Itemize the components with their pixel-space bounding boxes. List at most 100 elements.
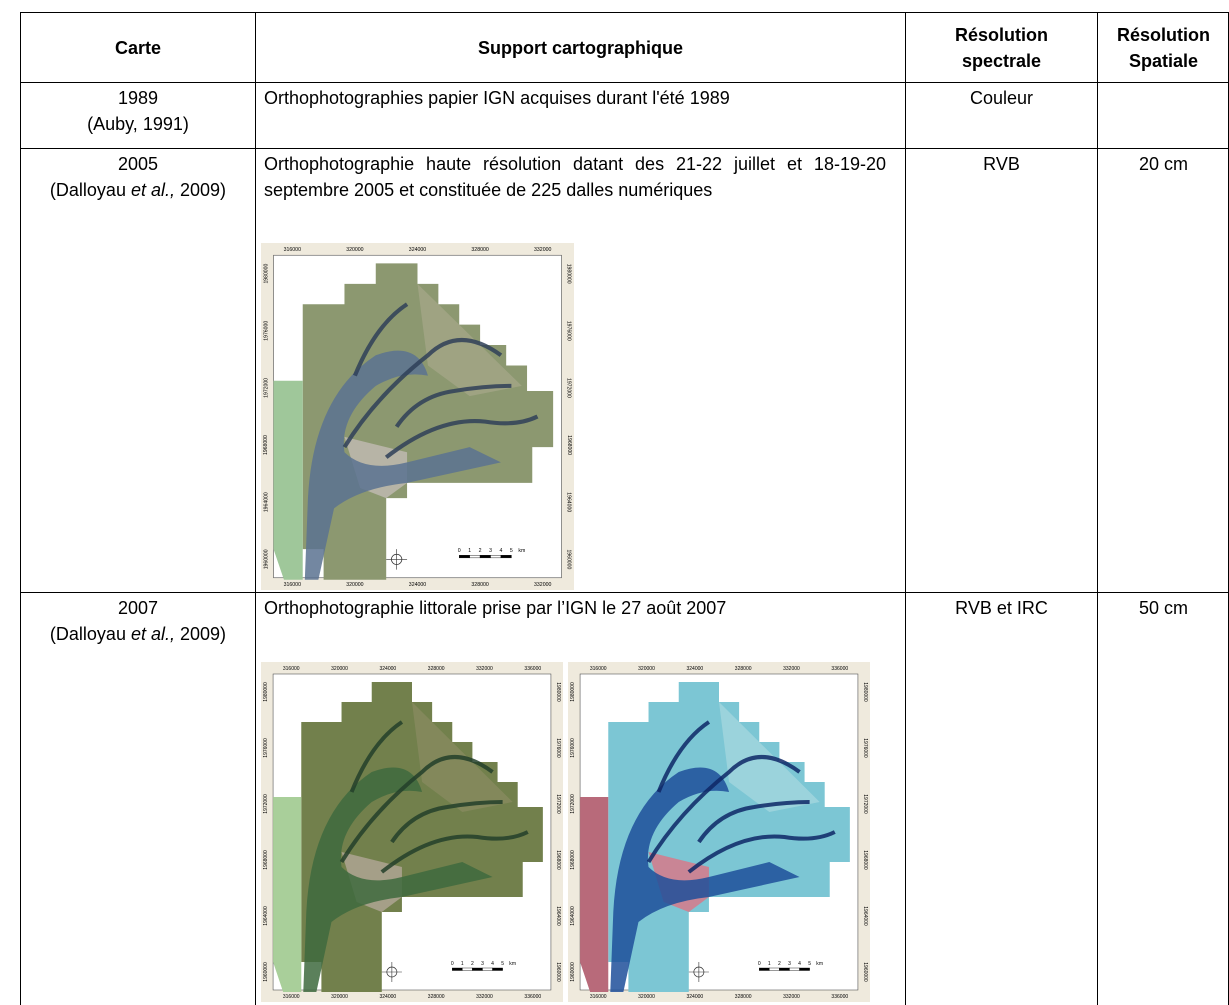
map-scale-bar bbox=[769, 967, 780, 971]
map-x-label: 328000 bbox=[735, 994, 752, 1000]
map-x-label: 316000 bbox=[284, 582, 302, 588]
spatial-text: 50 cm bbox=[1138, 598, 1189, 618]
map-compass bbox=[381, 962, 402, 982]
map-x-label: 328000 bbox=[471, 582, 489, 588]
map-scale-label: 2 bbox=[778, 961, 781, 967]
map-x-label: 324000 bbox=[409, 247, 427, 253]
map-compass bbox=[688, 962, 709, 982]
year: 2005 bbox=[117, 154, 159, 174]
reference-italic: et al., bbox=[130, 180, 175, 200]
map-y-label: 1968000 bbox=[570, 850, 576, 870]
spatial-text: 20 cm bbox=[1138, 154, 1189, 174]
map-y-label: 1964000 bbox=[555, 906, 561, 926]
map-x-label: 320000 bbox=[346, 247, 364, 253]
map-y-label: 1964000 bbox=[263, 492, 269, 512]
carte-cell: 2005 (Dalloyau et al., 2009) bbox=[20, 148, 255, 592]
map-y-label: 1960000 bbox=[555, 962, 561, 982]
map-channel bbox=[646, 755, 801, 864]
map-strip bbox=[273, 797, 302, 992]
support-cell: Orthophotographie haute résolution datan… bbox=[255, 148, 905, 592]
map-scale-bar bbox=[472, 967, 483, 971]
map-image: 316000 316000 320000 320000 324000 324000 3280… bbox=[261, 243, 574, 590]
map-scale-bar bbox=[500, 555, 512, 559]
map-channel bbox=[697, 800, 810, 844]
map-channel bbox=[384, 414, 539, 459]
map-land bbox=[301, 682, 543, 992]
map-y-label: 1960000 bbox=[570, 962, 576, 982]
header-text: Support cartographique bbox=[477, 37, 683, 58]
map-y-label: 1960000 bbox=[263, 549, 269, 569]
map-image: 316000 316000 320000 320000 324000 324000 3280… bbox=[568, 662, 870, 1002]
map-x-label: 332000 bbox=[783, 666, 800, 672]
map-scale-label: 4 bbox=[491, 961, 494, 967]
map-channel bbox=[687, 830, 836, 874]
map-y-label: 1980000 bbox=[555, 682, 561, 702]
map-channel bbox=[380, 830, 529, 874]
map-y-label: 1976000 bbox=[566, 321, 572, 341]
map-scale-bar bbox=[759, 967, 770, 971]
map-channel bbox=[339, 755, 494, 864]
map-scale-label: 2 bbox=[479, 548, 482, 554]
map-strip bbox=[580, 797, 609, 992]
map-scale-bar bbox=[452, 967, 463, 971]
map-x-label: 316000 bbox=[284, 247, 302, 253]
map-x-label: 332000 bbox=[476, 994, 493, 1000]
header-text: Résolution spectrale bbox=[955, 24, 1048, 71]
spectral-text: RVB bbox=[983, 154, 1020, 174]
year: 1989 bbox=[117, 88, 159, 108]
reference-text: 2009) bbox=[180, 624, 227, 644]
map-y-label: 1968000 bbox=[263, 435, 269, 455]
map-scale-bar bbox=[469, 555, 481, 559]
support-text: Orthophotographie haute résolution datan… bbox=[264, 154, 886, 200]
reference-text: (Dalloyau bbox=[49, 180, 131, 200]
map-x-label: 328000 bbox=[428, 994, 445, 1000]
map-y-label: 1964000 bbox=[570, 906, 576, 926]
map-image: 316000 316000 320000 320000 324000 324000 3280… bbox=[261, 662, 563, 1002]
map-land bbox=[608, 682, 850, 992]
map-scale-label: 0 bbox=[451, 961, 454, 967]
map-water bbox=[303, 767, 493, 992]
spectral-text: RVB et IRC bbox=[955, 598, 1048, 618]
map-water bbox=[610, 767, 800, 992]
map-x-label: 328000 bbox=[735, 666, 752, 672]
map-channel bbox=[342, 337, 503, 449]
map-scale-label: 4 bbox=[500, 548, 503, 554]
map-scale-label: 5 bbox=[808, 961, 811, 967]
map-x-label: 332000 bbox=[783, 994, 800, 1000]
map-scale-label: 5 bbox=[501, 961, 504, 967]
map-x-label: 320000 bbox=[638, 666, 655, 672]
map-x-label: 324000 bbox=[409, 582, 427, 588]
map-scale-bar bbox=[779, 967, 790, 971]
map-scale-label: 3 bbox=[788, 961, 791, 967]
map-x-label: 316000 bbox=[590, 994, 607, 1000]
map-x-label: 324000 bbox=[686, 994, 703, 1000]
map-x-label: 316000 bbox=[283, 994, 300, 1000]
spectral-cell: Couleur bbox=[905, 82, 1097, 148]
map-x-label: 328000 bbox=[428, 666, 445, 672]
map-scale-bar bbox=[459, 555, 470, 559]
map-scale-label: 0 bbox=[458, 548, 461, 554]
map-compass bbox=[386, 549, 408, 570]
reference: (Auby, 1991) bbox=[87, 114, 189, 134]
map-scale-bar bbox=[479, 555, 491, 559]
map-y-label: 1980000 bbox=[263, 682, 269, 702]
map-y-label: 1964000 bbox=[263, 906, 269, 926]
map-y-label: 1972000 bbox=[263, 794, 269, 814]
map-strip bbox=[273, 380, 303, 580]
map-x-label: 320000 bbox=[346, 582, 364, 588]
map-y-label: 1964000 bbox=[566, 492, 572, 512]
map-y-label: 1980000 bbox=[570, 682, 576, 702]
map-x-label: 336000 bbox=[524, 666, 541, 672]
map-x-label: 316000 bbox=[283, 666, 300, 672]
map-y-label: 1972000 bbox=[570, 794, 576, 814]
map-x-label: 316000 bbox=[590, 666, 607, 672]
map-water bbox=[304, 350, 501, 580]
map-channel bbox=[394, 383, 512, 428]
map-y-label: 1980000 bbox=[862, 682, 868, 702]
map-scale-label: km bbox=[509, 961, 516, 967]
map-x-label: 324000 bbox=[379, 666, 396, 672]
map-channel bbox=[390, 800, 503, 844]
header-cell: Résolution Spatiale bbox=[1097, 12, 1229, 82]
support-text: Orthophotographie littorale prise par l’… bbox=[264, 598, 727, 618]
